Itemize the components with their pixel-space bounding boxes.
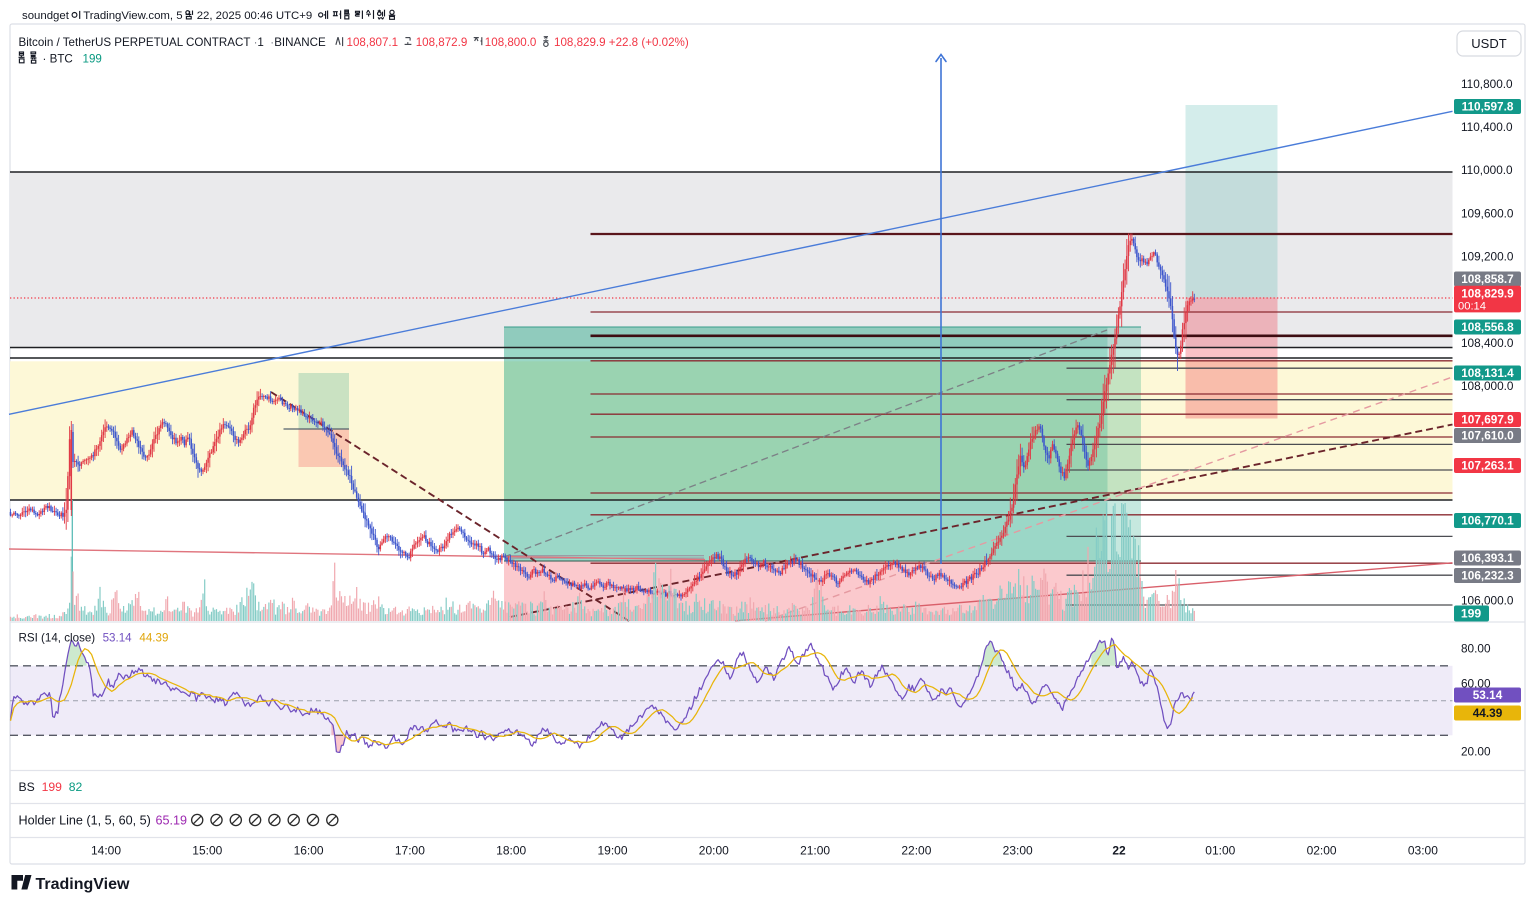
svg-text:108,829.9: 108,829.9 [1461,287,1514,301]
svg-text:82: 82 [69,780,83,794]
svg-text:22: 22 [1112,844,1126,858]
svg-text:108,807.1: 108,807.1 [347,36,399,49]
svg-text:110,800.0: 110,800.0 [1461,77,1513,91]
svg-text:21:00: 21:00 [800,844,830,858]
svg-text:108,400.0: 108,400.0 [1461,336,1514,350]
svg-text:soundget: soundget [22,10,70,22]
svg-text:01:00: 01:00 [1205,844,1235,858]
svg-text:108,858.7: 108,858.7 [1461,272,1514,286]
svg-text:65.19: 65.19 [156,814,188,828]
svg-text:53.14: 53.14 [103,632,133,645]
svg-text:00:14: 00:14 [1458,301,1486,313]
svg-text:110,400.0: 110,400.0 [1461,120,1513,134]
svg-text:108,800.0: 108,800.0 [485,36,537,49]
svg-text:110,597.8: 110,597.8 [1462,100,1514,114]
svg-text:108,872.9: 108,872.9 [416,36,468,49]
svg-text:TradingView.com, 5: TradingView.com, 5 [83,10,182,22]
svg-text:19:00: 19:00 [597,844,627,858]
svg-text:108,829.9 +22.8 (+0.02%): 108,829.9 +22.8 (+0.02%) [554,36,689,49]
svg-text:RSI (14, close): RSI (14, close) [19,632,96,645]
svg-text:107,263.1: 107,263.1 [1461,459,1514,473]
svg-text:108,556.8: 108,556.8 [1461,320,1514,334]
svg-text:USDT: USDT [1471,36,1506,51]
svg-text:106,232.3: 106,232.3 [1461,569,1514,583]
svg-text:·: · [270,36,274,49]
svg-text:20.00: 20.00 [1461,745,1491,759]
svg-text:BINANCE: BINANCE [274,36,326,49]
svg-text:1: 1 [257,36,263,49]
svg-text:17:00: 17:00 [395,844,425,858]
svg-text:Bitcoin / TetherUS PERPETUAL C: Bitcoin / TetherUS PERPETUAL CONTRACT [19,36,251,49]
svg-text:14:00: 14:00 [91,844,121,858]
svg-text:106,770.1: 106,770.1 [1461,514,1514,528]
svg-text:20:00: 20:00 [699,844,729,858]
svg-text:107,610.0: 107,610.0 [1461,429,1514,443]
svg-text:199: 199 [42,780,63,794]
svg-text:22:00: 22:00 [901,844,931,858]
svg-text:15:00: 15:00 [192,844,222,858]
svg-text:03:00: 03:00 [1408,844,1438,858]
svg-text:60.00: 60.00 [1461,677,1491,691]
svg-text:199: 199 [1461,607,1482,621]
svg-text:53.14: 53.14 [1473,688,1503,702]
svg-text:108,131.4: 108,131.4 [1461,366,1514,380]
svg-text:80.00: 80.00 [1461,642,1491,656]
svg-text:106,393.1: 106,393.1 [1461,551,1514,565]
svg-text:Holder Line (1, 5, 60, 5): Holder Line (1, 5, 60, 5) [19,814,151,828]
svg-text:02:00: 02:00 [1307,844,1337,858]
svg-text:199: 199 [83,53,102,66]
svg-text:44.39: 44.39 [139,632,168,645]
svg-text:· BTC: · BTC [43,53,73,66]
svg-text:106,000.0: 106,000.0 [1461,594,1514,608]
svg-text:109,600.0: 109,600.0 [1461,207,1514,221]
svg-text:BS: BS [19,780,35,794]
svg-text:TradingView: TradingView [36,876,131,893]
svg-text:109,200.0: 109,200.0 [1461,250,1514,264]
svg-text:107,697.9: 107,697.9 [1461,413,1514,427]
svg-text:110,000.0: 110,000.0 [1461,163,1513,177]
svg-text:18:00: 18:00 [496,844,526,858]
svg-text:23:00: 23:00 [1003,844,1033,858]
svg-text:108,000.0: 108,000.0 [1461,379,1514,393]
svg-text:22, 2025 00:46 UTC+9: 22, 2025 00:46 UTC+9 [197,10,313,22]
svg-text:44.39: 44.39 [1473,706,1503,720]
svg-text:·: · [254,36,258,49]
svg-text:16:00: 16:00 [294,844,324,858]
